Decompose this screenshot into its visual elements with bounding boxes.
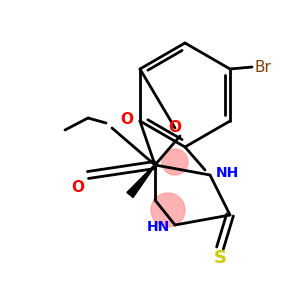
Text: O: O [71,179,85,194]
Text: S: S [214,249,226,267]
Polygon shape [127,165,155,198]
Text: O: O [169,121,182,136]
Circle shape [151,193,185,227]
Text: HN: HN [147,220,170,234]
Text: NH: NH [216,166,239,180]
Circle shape [162,149,188,175]
Text: O: O [121,112,134,128]
Text: Br: Br [254,59,271,74]
